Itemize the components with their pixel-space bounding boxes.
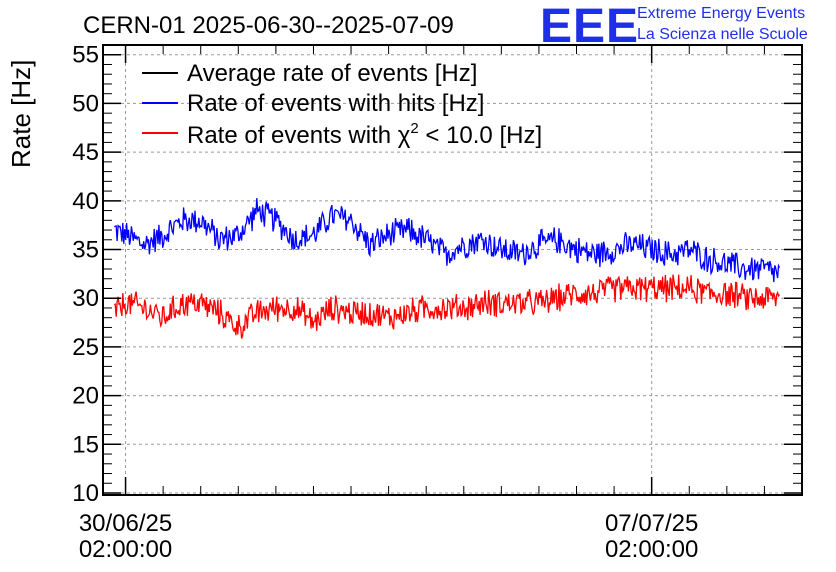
legend-chi2-sup: 2 (410, 120, 418, 137)
y-tick-label: 45 (72, 139, 99, 166)
grid-lines (103, 45, 802, 495)
y-tick-label: 40 (72, 188, 99, 215)
series-line-1 (114, 198, 781, 283)
series-layer (113, 198, 781, 339)
eee-logo-line1: Extreme Energy Events (637, 5, 805, 22)
x-tick-label-time: 02:00:00 (79, 536, 172, 563)
plot-frame (102, 44, 803, 496)
legend-label-hits: Rate of events with hits [Hz] (187, 90, 484, 117)
y-tick-label: 35 (72, 237, 99, 264)
y-tick-label: 15 (72, 431, 99, 458)
x-tick-label-date: 30/06/25 (79, 510, 172, 537)
legend: Average rate of events [Hz] Rate of even… (142, 60, 542, 149)
y-tick-label: 10 (72, 480, 99, 507)
y-tick-label: 30 (72, 285, 99, 312)
eee-logo: EEE Extreme Energy Events La Scienza nel… (540, 0, 808, 53)
legend-chi2-prefix: Rate of events with χ (187, 122, 411, 149)
y-axis-label: Rate [Hz] (6, 60, 36, 168)
legend-label-chi2: Rate of events with χ2 < 10.0 [Hz] (187, 120, 542, 149)
legend-label-average: Average rate of events [Hz] (187, 60, 477, 87)
series-line-2 (113, 274, 781, 339)
y-tick-label: 20 (72, 383, 99, 410)
x-tick-label-date: 07/07/25 (605, 510, 698, 537)
y-tick-label: 25 (72, 334, 99, 361)
eee-logo-line2: La Scienza nelle Scuole (637, 26, 808, 43)
y-tick-label: 55 (72, 42, 99, 69)
y-tick-labels: 10 15 20 25 30 35 40 45 50 55 (72, 42, 99, 507)
y-tick-label: 50 (72, 90, 99, 117)
legend-chi2-suffix: < 10.0 [Hz] (419, 122, 542, 149)
chart-title: CERN-01 2025-06-30--2025-07-09 (83, 12, 454, 39)
x-tick-label-time: 02:00:00 (605, 536, 698, 563)
